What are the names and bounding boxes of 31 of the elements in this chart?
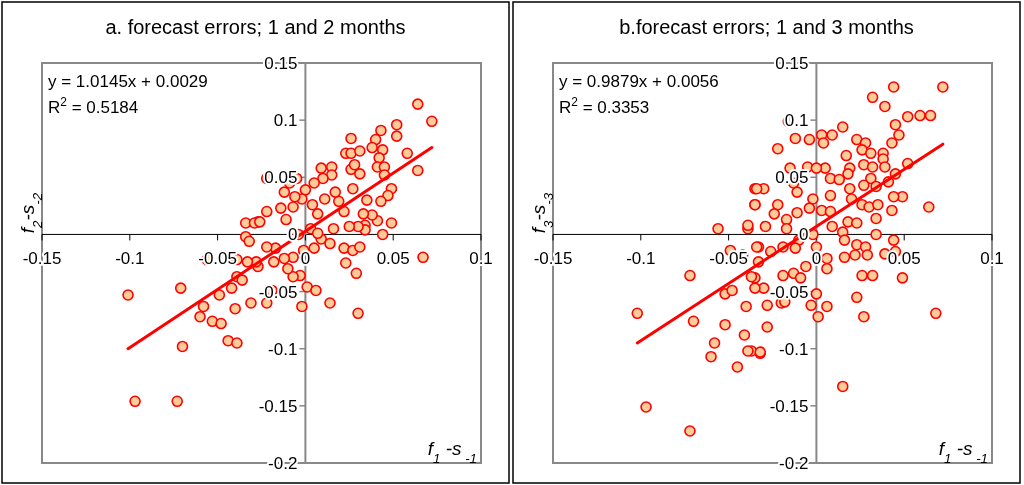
y-tick-label: -0.1 <box>779 339 809 359</box>
x-tick-label: 0.05 <box>376 249 410 269</box>
y-tick-label: -0.15 <box>258 396 298 416</box>
annotation: y = 0.9879x + 0.0056 <box>559 72 719 91</box>
x-tick-label: -0.15 <box>533 249 573 269</box>
y-tick-label: 0.05 <box>775 168 809 188</box>
x-axis-title: f$_{1}$ -s $_{-1}$ <box>938 438 988 466</box>
y-tick-label: -0.15 <box>769 396 809 416</box>
x-tick-label: -0.1 <box>626 249 656 269</box>
y-tick-label: 0.1 <box>273 111 298 131</box>
y-tick-label: 0.15 <box>775 54 809 73</box>
y-tick-label: -0.1 <box>268 339 298 359</box>
y-tick-label: -0.05 <box>258 282 298 302</box>
annotation: R$^{2}$ = 0.5184 <box>48 95 139 117</box>
x-tick-label: 0.1 <box>980 249 1004 269</box>
x-tick-label: -0.15 <box>22 249 62 269</box>
x-axis-title: f$_{1}$ -s $_{-1}$ <box>427 438 477 466</box>
x-tick-label: -0.05 <box>709 249 748 269</box>
y-tick-label: -0.2 <box>779 454 809 473</box>
annotation: R$^{2}$ = 0.3353 <box>559 95 650 117</box>
y-tick-label: 0.15 <box>264 54 298 73</box>
x-tick-label: 0.05 <box>887 249 921 269</box>
y-tick-label: -0.05 <box>769 282 809 302</box>
chart-title: a. forecast errors; 1 and 2 months <box>105 16 406 38</box>
x-tick-label: -0.1 <box>115 249 145 269</box>
chart-title: b.forecast errors; 1 and 3 months <box>619 16 914 38</box>
x-tick-label: 0 <box>811 249 822 269</box>
y-tick-label: -0.2 <box>268 454 298 473</box>
x-tick-label: 0 <box>300 249 311 269</box>
x-tick-label: 0.1 <box>469 249 493 269</box>
annotation: y = 1.0145x + 0.0029 <box>48 72 208 91</box>
